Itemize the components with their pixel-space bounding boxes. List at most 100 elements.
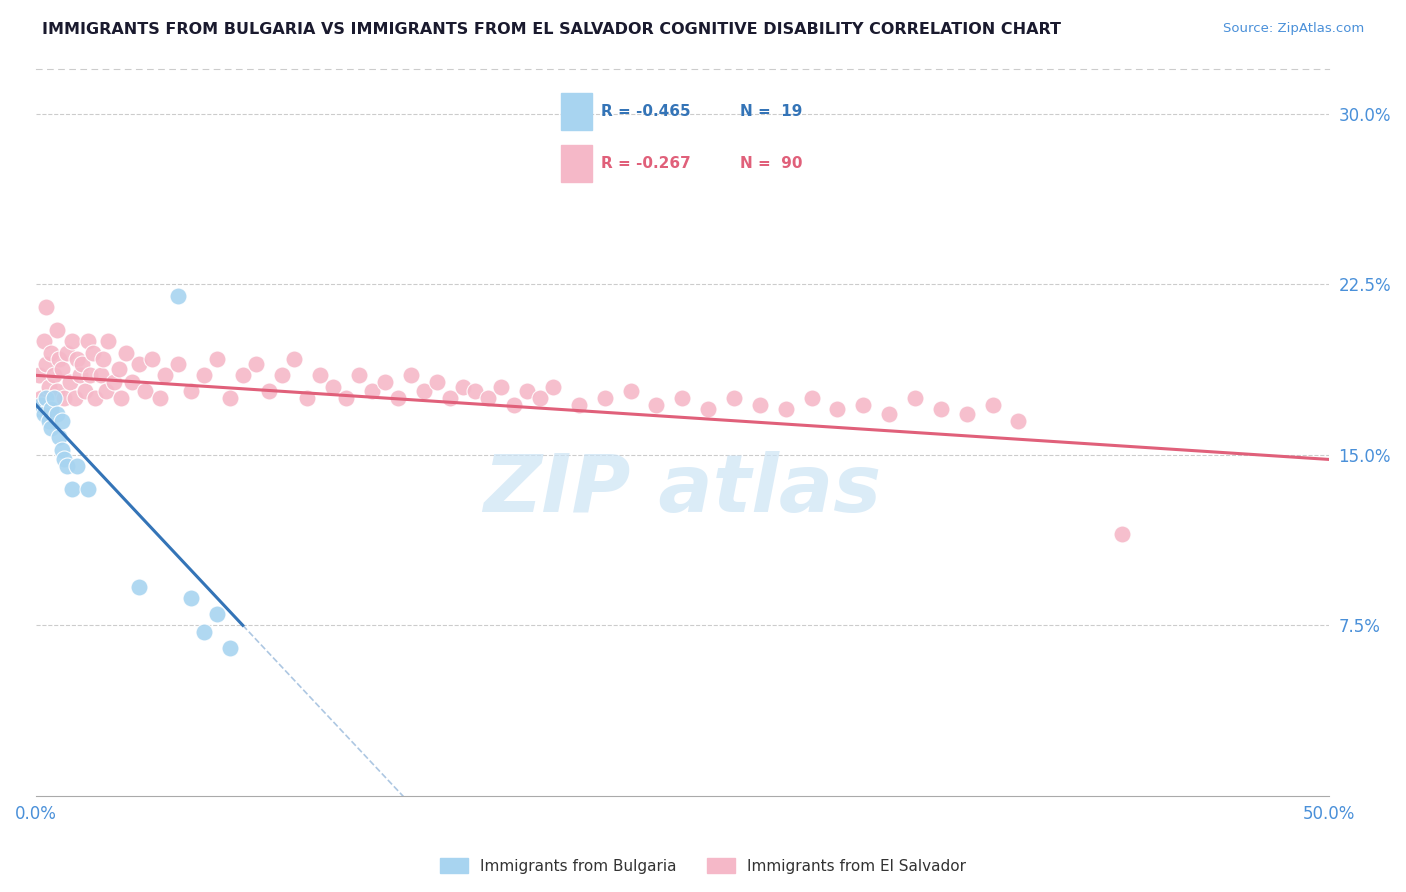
Point <box>257 384 280 399</box>
Point <box>1007 414 1029 428</box>
Point <box>66 459 89 474</box>
Point <box>426 375 449 389</box>
Point <box>619 384 641 399</box>
Point <box>30 391 52 405</box>
Point <box>66 352 89 367</box>
Bar <box>561 93 592 130</box>
Point <box>775 402 797 417</box>
Point <box>218 640 240 655</box>
Point <box>56 459 79 474</box>
Point <box>645 398 668 412</box>
Point <box>56 345 79 359</box>
Point <box>128 357 150 371</box>
Point <box>53 391 76 405</box>
Point <box>141 352 163 367</box>
Point <box>155 368 177 383</box>
Point <box>38 414 60 428</box>
Point <box>800 391 823 405</box>
Point <box>107 361 129 376</box>
Point <box>309 368 332 383</box>
Point <box>103 375 125 389</box>
Point <box>671 391 693 405</box>
Point <box>30 398 52 412</box>
Point <box>361 384 384 399</box>
Point <box>27 402 49 417</box>
Point <box>51 443 73 458</box>
Point <box>27 368 49 383</box>
Point <box>41 402 63 417</box>
Point <box>121 375 143 389</box>
Point <box>1111 527 1133 541</box>
Point <box>91 352 114 367</box>
Text: N =  19: N = 19 <box>740 104 803 120</box>
Point <box>347 368 370 383</box>
Point <box>84 391 107 405</box>
Point <box>399 368 422 383</box>
Point <box>981 398 1004 412</box>
Point <box>541 380 564 394</box>
Point <box>374 375 396 389</box>
Point <box>335 391 357 405</box>
Point <box>904 391 927 405</box>
Point <box>79 368 101 383</box>
Point <box>297 391 319 405</box>
Point <box>60 482 83 496</box>
Point <box>180 384 202 399</box>
Point <box>516 384 538 399</box>
Point <box>270 368 292 383</box>
Bar <box>561 145 592 182</box>
Point <box>53 452 76 467</box>
Point <box>45 323 67 337</box>
Point <box>149 391 172 405</box>
Point <box>167 289 190 303</box>
Point <box>529 391 551 405</box>
Point <box>180 591 202 605</box>
Point <box>245 357 267 371</box>
Point <box>451 380 474 394</box>
Text: R = -0.465: R = -0.465 <box>600 104 690 120</box>
Point <box>35 300 58 314</box>
Point <box>51 414 73 428</box>
Point <box>76 482 98 496</box>
Point <box>38 380 60 394</box>
Point <box>35 391 58 405</box>
Text: N =  90: N = 90 <box>740 156 803 171</box>
Point <box>205 352 228 367</box>
Point <box>439 391 461 405</box>
Point <box>956 407 979 421</box>
Point <box>60 334 83 349</box>
Point <box>827 402 849 417</box>
Point <box>218 391 240 405</box>
Point <box>45 384 67 399</box>
Point <box>387 391 409 405</box>
Point <box>73 384 96 399</box>
Text: ZIP atlas: ZIP atlas <box>484 451 882 529</box>
Point <box>232 368 254 383</box>
Point <box>134 384 156 399</box>
Point <box>32 334 55 349</box>
Point <box>205 607 228 621</box>
Point <box>929 402 952 417</box>
Point <box>723 391 745 405</box>
Point <box>41 420 63 434</box>
Point <box>90 368 112 383</box>
Point <box>877 407 900 421</box>
Point <box>115 345 138 359</box>
Point <box>97 334 120 349</box>
Point <box>41 402 63 417</box>
Point <box>76 334 98 349</box>
Legend: Immigrants from Bulgaria, Immigrants from El Salvador: Immigrants from Bulgaria, Immigrants fro… <box>434 852 972 880</box>
Point <box>593 391 616 405</box>
Point <box>128 580 150 594</box>
Point <box>748 398 770 412</box>
Point <box>491 380 513 394</box>
Point <box>51 361 73 376</box>
Point <box>72 357 94 371</box>
Point <box>48 430 70 444</box>
Point <box>167 357 190 371</box>
Point <box>568 398 591 412</box>
Point <box>42 368 65 383</box>
Point <box>82 345 104 359</box>
Text: IMMIGRANTS FROM BULGARIA VS IMMIGRANTS FROM EL SALVADOR COGNITIVE DISABILITY COR: IMMIGRANTS FROM BULGARIA VS IMMIGRANTS F… <box>42 22 1062 37</box>
Point <box>58 375 80 389</box>
